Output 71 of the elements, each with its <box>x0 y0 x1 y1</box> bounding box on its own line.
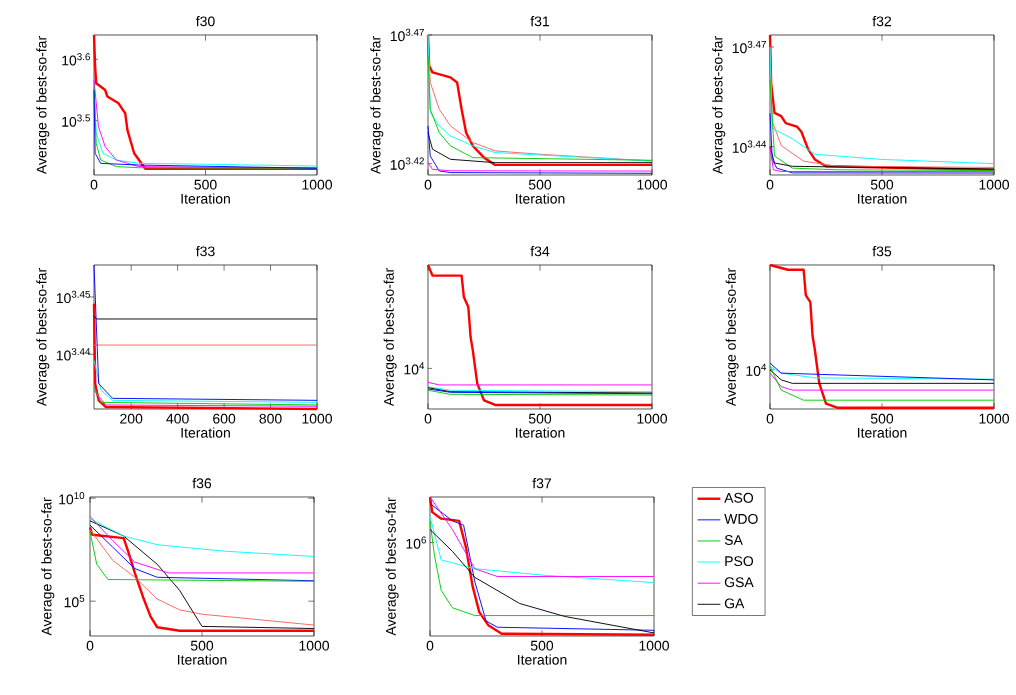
x-axis-title: Iteration <box>178 654 227 665</box>
text: 10$^{3.47}$ <box>390 28 424 42</box>
line-series <box>89 516 315 574</box>
x-tick-label: 500 <box>870 413 894 424</box>
chart-title: f36 <box>192 478 212 489</box>
x-axis-title: Iteration <box>181 193 230 204</box>
x-tick-label: 1000 <box>979 413 1010 424</box>
legend-label: PSO <box>725 556 754 567</box>
y-axis-title: Average of best-so-far <box>712 36 726 175</box>
y-axis-title: Average of best-so-far <box>370 36 384 175</box>
y-tick-label: 10$^{10}$ <box>59 492 85 505</box>
x-tick-label: 500 <box>870 179 894 190</box>
chart-title: f33 <box>195 246 215 257</box>
legend-label: SA <box>724 535 743 545</box>
text: 10$^{3.44}$ <box>732 140 767 153</box>
chart-title: f34 <box>530 246 550 257</box>
y-axis-title: Average of best-so-far <box>41 497 55 636</box>
x-tick-label: 1000 <box>299 640 330 651</box>
x-tick-label: 800 <box>259 413 282 424</box>
x-axis-title: Iteration <box>858 427 907 438</box>
y-tick-label: 10$^{5}$ <box>64 595 85 608</box>
x-tick-label: 200 <box>120 413 143 424</box>
x-tick-label: 500 <box>528 413 552 424</box>
x-tick-label: 1000 <box>637 413 668 424</box>
line-series <box>89 518 315 557</box>
legend-label: GA <box>724 598 745 609</box>
text: 10$^{6}$ <box>406 536 426 549</box>
x-tick-label: 0 <box>426 640 434 651</box>
x-tick-label: 1000 <box>302 413 333 424</box>
x-tick-label: 500 <box>190 640 214 651</box>
x-tick-label: 0 <box>90 179 98 190</box>
x-tick-label: 500 <box>530 640 554 651</box>
x-tick-label: 0 <box>424 179 432 190</box>
text: 10$^{3.6}$ <box>62 53 90 66</box>
text: 10$^{3.47}$ <box>732 40 766 54</box>
chart-title: f37 <box>532 478 552 489</box>
x-axis-title: Iteration <box>516 427 565 438</box>
x-tick-label: 500 <box>528 179 552 190</box>
text: 10$^{3.45}$ <box>56 290 90 304</box>
x-axis-title: Iteration <box>516 193 565 204</box>
x-tick-label: 1000 <box>302 179 333 190</box>
x-tick-label: 1000 <box>979 179 1010 190</box>
x-tick-label: 0 <box>766 179 774 190</box>
text: 10$^{3.5}$ <box>62 114 90 127</box>
legend-label: WDO <box>724 513 758 524</box>
y-axis-title: Average of best-so-far <box>36 36 50 175</box>
text: 10$^{4}$ <box>404 362 425 375</box>
y-axis-title: Average of best-so-far <box>36 268 50 407</box>
chart-title: f32 <box>872 16 892 27</box>
chart-title: f30 <box>195 16 215 27</box>
text: 10$^{4}$ <box>746 363 767 376</box>
x-tick-label: 400 <box>166 413 189 424</box>
x-tick-label: 600 <box>213 413 236 424</box>
chart-title: f35 <box>872 246 892 257</box>
text: 10$^{3.42}$ <box>390 157 424 170</box>
legend-label: ASO <box>724 492 754 503</box>
x-axis-title: Iteration <box>181 427 230 438</box>
x-tick-label: 0 <box>86 640 94 651</box>
y-axis-title: Average of best-so-far <box>383 268 397 407</box>
chart-title: f31 <box>530 16 550 27</box>
text: 10$^{3.44}$ <box>56 348 91 361</box>
x-tick-label: 0 <box>424 413 432 424</box>
x-tick-label: 1000 <box>639 640 670 651</box>
x-tick-label: 500 <box>194 179 217 190</box>
y-axis-title: Average of best-so-far <box>385 497 399 636</box>
x-tick-label: 0 <box>766 413 774 424</box>
x-tick-label: 1000 <box>637 179 668 190</box>
x-axis-title: Iteration <box>858 193 907 204</box>
legend-label: GSA <box>724 577 754 588</box>
x-axis-title: Iteration <box>518 654 567 665</box>
y-axis-title: Average of best-so-far <box>725 268 739 407</box>
